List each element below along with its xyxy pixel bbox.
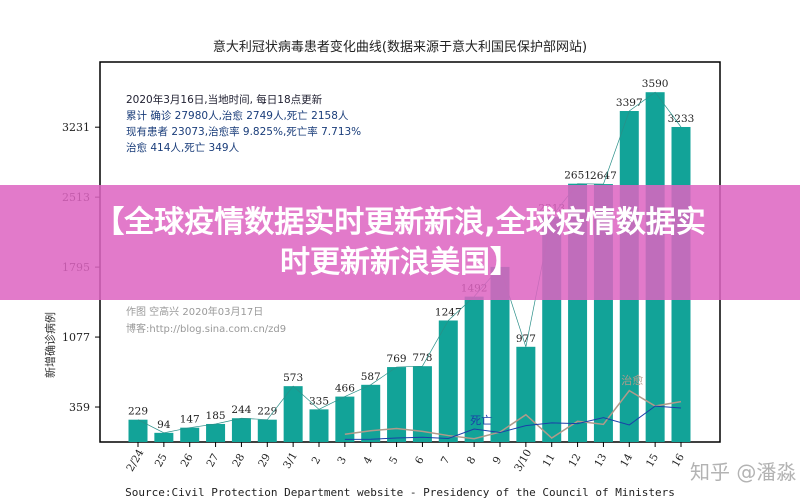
bar-value-label: 3590 bbox=[642, 78, 669, 90]
banner-line: 时更新新浪美国】 bbox=[280, 244, 520, 280]
y-tick-label: 3231 bbox=[62, 121, 90, 134]
source-note: Source:Civil Protection Department websi… bbox=[125, 486, 675, 499]
x-tick-label: 7 bbox=[439, 455, 453, 467]
x-tick-label: 12 bbox=[566, 452, 583, 470]
bar bbox=[180, 427, 200, 442]
chart-title: 意大利冠状病毒患者变化曲线(数据来源于意大利国民保护部网站) bbox=[212, 40, 588, 55]
x-tick-label: 8 bbox=[465, 455, 479, 467]
x-tick-label: 2 bbox=[310, 455, 324, 467]
bar-value-label: 977 bbox=[516, 333, 536, 345]
x-tick-label: 27 bbox=[204, 452, 221, 470]
bar bbox=[257, 419, 277, 442]
bar bbox=[438, 320, 458, 442]
watermark: 知乎 @潘淼 bbox=[690, 460, 797, 484]
x-tick-label: 15 bbox=[644, 452, 661, 470]
headline-banner: 【全球疫情数据实时更新新浪,全球疫情数据实 时更新新浪美国】 bbox=[0, 185, 800, 300]
x-tick-label: 9 bbox=[491, 455, 505, 467]
bar-value-label: 147 bbox=[180, 414, 200, 426]
x-tick-label: 3 bbox=[335, 455, 349, 467]
bar-value-label: 229 bbox=[128, 406, 148, 418]
series-line-recovered bbox=[344, 389, 682, 440]
bar-value-label: 573 bbox=[283, 372, 303, 384]
bar-value-label: 3233 bbox=[668, 113, 695, 125]
bar-value-label: 335 bbox=[309, 395, 329, 407]
info-box: 2020年3月16日,当地时间, 每日18点更新 累计 确诊 27980人,治愈… bbox=[126, 92, 361, 156]
info-line: 2020年3月16日,当地时间, 每日18点更新 bbox=[126, 94, 323, 106]
bar bbox=[154, 432, 174, 442]
series-line-deaths bbox=[344, 405, 682, 440]
x-tick-label: 4 bbox=[361, 454, 375, 466]
x-tick-label: 26 bbox=[179, 451, 196, 469]
bar bbox=[309, 409, 329, 442]
series-label: 死亡 bbox=[470, 413, 492, 427]
bar-value-label: 244 bbox=[231, 404, 251, 416]
x-tick-label: 16 bbox=[670, 451, 687, 469]
bar bbox=[206, 423, 226, 442]
credit: 作图 空高兴 2020年03月17日 博客:http://blog.sina.c… bbox=[126, 304, 286, 338]
series-label: 治愈 bbox=[621, 373, 643, 387]
bar-value-label: 1247 bbox=[435, 306, 462, 318]
bar bbox=[490, 266, 510, 442]
x-tick-label: 3/10 bbox=[512, 447, 534, 473]
bar-value-label: 2647 bbox=[590, 170, 617, 182]
bar bbox=[464, 296, 484, 442]
bar bbox=[283, 386, 303, 442]
bar-value-label: 587 bbox=[361, 371, 381, 383]
y-axis-label: 新增确诊病例 bbox=[44, 312, 57, 378]
info-line: 治愈 414人,死亡 349人 bbox=[126, 142, 240, 154]
x-tick-label: 28 bbox=[230, 452, 247, 470]
x-tick-label: 13 bbox=[592, 452, 609, 470]
credit-line: 作图 空高兴 2020年03月17日 bbox=[126, 307, 264, 318]
x-tick-label: 2/24 bbox=[124, 447, 146, 474]
bar-value-label: 769 bbox=[387, 353, 407, 365]
bar bbox=[335, 396, 355, 442]
x-tick-label: 6 bbox=[413, 454, 427, 466]
bar-value-label: 94 bbox=[157, 419, 171, 431]
banner-line: 【全球疫情数据实时更新新浪,全球疫情数据实 bbox=[94, 204, 706, 240]
x-tick-label: 29 bbox=[256, 452, 273, 470]
info-line: 累计 确诊 27980人,治愈 2749人,死亡 2158人 bbox=[126, 110, 349, 122]
bar-value-label: 185 bbox=[206, 410, 226, 422]
bar-value-label: 466 bbox=[335, 383, 355, 395]
x-tick-label: 11 bbox=[541, 452, 558, 470]
x-tick-label: 3/1 bbox=[281, 450, 300, 471]
credit-line: 博客:http://blog.sina.com.cn/zd9 bbox=[126, 324, 287, 335]
x-tick-label: 14 bbox=[618, 451, 635, 469]
bar bbox=[231, 418, 251, 442]
info-line: 现有患者 23073,治愈率 9.825%,死亡率 7.713% bbox=[126, 126, 362, 138]
x-tick-label: 5 bbox=[387, 455, 401, 467]
trend-line bbox=[137, 91, 682, 434]
bar-value-label: 2651 bbox=[564, 170, 591, 182]
bar bbox=[361, 384, 381, 442]
bar bbox=[412, 366, 432, 442]
x-tick-label: 25 bbox=[153, 452, 170, 470]
bar-value-label: 229 bbox=[257, 406, 277, 418]
bar bbox=[128, 419, 148, 442]
y-tick-label: 359 bbox=[69, 401, 90, 414]
bar-value-label: 3397 bbox=[616, 97, 643, 109]
bar-value-label: 778 bbox=[412, 352, 432, 364]
y-tick-label: 1077 bbox=[62, 331, 90, 344]
bar bbox=[387, 367, 407, 442]
